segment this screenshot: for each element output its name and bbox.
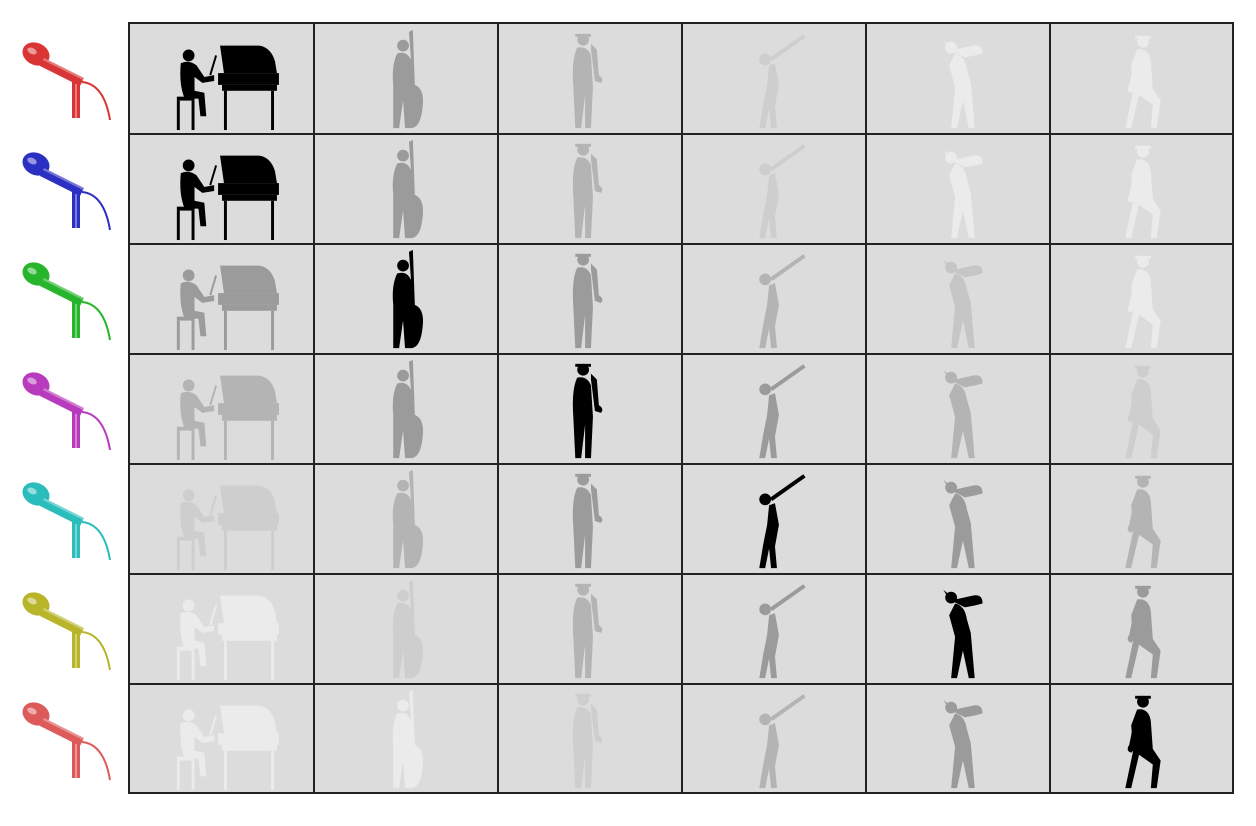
grid-divider: [1049, 24, 1051, 792]
grid-divider: [313, 24, 315, 792]
saxophone-sitting-player-icon: [1052, 574, 1232, 684]
grid-divider: [130, 243, 1232, 245]
double-bass-player-icon: [316, 684, 496, 794]
grid-divider: [130, 353, 1232, 355]
double-bass-player-icon: [316, 354, 496, 464]
piano-player-icon: [132, 684, 312, 794]
saxophone-sitting-player-icon: [1052, 244, 1232, 354]
saxophone-player-icon: [500, 574, 680, 684]
saxophone-player-icon: [500, 464, 680, 574]
grid-divider: [130, 573, 1232, 575]
saxophone-sitting-player-icon: [1052, 464, 1232, 574]
saxophone-bent-player-icon: [868, 24, 1048, 134]
microphone-icon: [14, 24, 118, 128]
piano-player-icon: [132, 244, 312, 354]
grid-divider: [130, 463, 1232, 465]
double-bass-player-icon: [316, 134, 496, 244]
microphone-icon: [14, 244, 118, 348]
grid-divider: [681, 24, 683, 792]
clarinet-player-icon: [684, 464, 864, 574]
saxophone-bent-player-icon: [868, 244, 1048, 354]
double-bass-player-icon: [316, 464, 496, 574]
clarinet-player-icon: [684, 574, 864, 684]
clarinet-player-icon: [684, 244, 864, 354]
grid-divider: [497, 24, 499, 792]
saxophone-sitting-player-icon: [1052, 684, 1232, 794]
saxophone-bent-player-icon: [868, 684, 1048, 794]
double-bass-player-icon: [316, 574, 496, 684]
microphone-icon: [14, 464, 118, 568]
saxophone-bent-player-icon: [868, 134, 1048, 244]
double-bass-player-icon: [316, 24, 496, 134]
piano-player-icon: [132, 464, 312, 574]
saxophone-sitting-player-icon: [1052, 134, 1232, 244]
clarinet-player-icon: [684, 354, 864, 464]
clarinet-player-icon: [684, 684, 864, 794]
clarinet-player-icon: [684, 134, 864, 244]
double-bass-player-icon: [316, 244, 496, 354]
saxophone-player-icon: [500, 684, 680, 794]
saxophone-player-icon: [500, 134, 680, 244]
piano-player-icon: [132, 574, 312, 684]
instrument-grid: [128, 22, 1234, 794]
microphone-icon: [14, 354, 118, 458]
saxophone-bent-player-icon: [868, 464, 1048, 574]
saxophone-sitting-player-icon: [1052, 354, 1232, 464]
grid-divider: [865, 24, 867, 792]
microphone-icon: [14, 574, 118, 678]
piano-player-icon: [132, 354, 312, 464]
saxophone-player-icon: [500, 24, 680, 134]
piano-player-icon: [132, 24, 312, 134]
clarinet-player-icon: [684, 24, 864, 134]
saxophone-bent-player-icon: [868, 354, 1048, 464]
saxophone-player-icon: [500, 244, 680, 354]
grid-divider: [130, 133, 1232, 135]
saxophone-player-icon: [500, 354, 680, 464]
saxophone-sitting-player-icon: [1052, 24, 1232, 134]
grid-divider: [130, 683, 1232, 685]
piano-player-icon: [132, 134, 312, 244]
saxophone-bent-player-icon: [868, 574, 1048, 684]
microphone-icon: [14, 684, 118, 788]
microphone-icon: [14, 134, 118, 238]
